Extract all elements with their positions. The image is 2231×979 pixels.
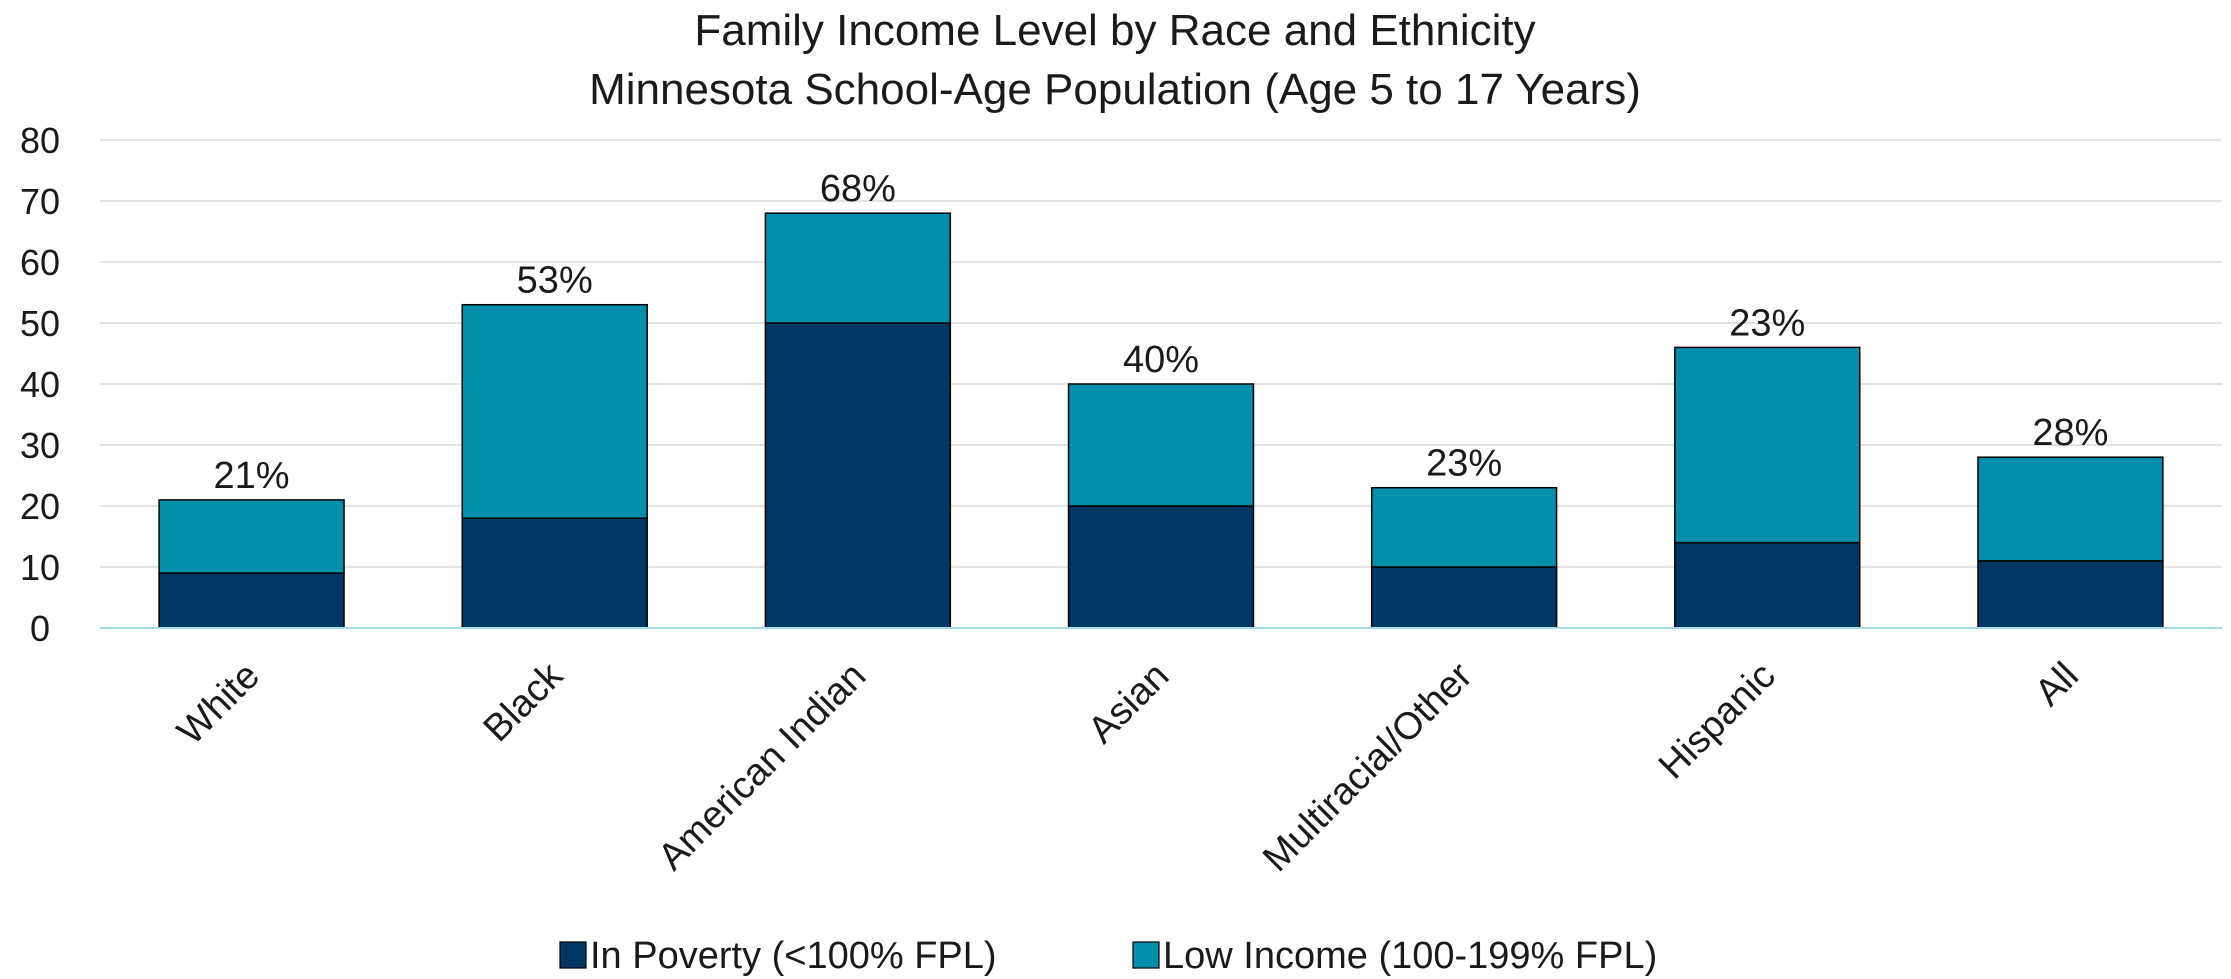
legend-swatch (559, 941, 587, 969)
y-tick-label: 30 (20, 425, 60, 466)
y-tick-label: 0 (30, 608, 50, 649)
y-tick-label: 10 (20, 547, 60, 588)
y-tick-label: 20 (20, 486, 60, 527)
data-label: 21% (214, 455, 290, 497)
legend-swatch (1132, 941, 1160, 969)
bar-segment-low-income (1674, 346, 1861, 544)
bars (158, 212, 2164, 629)
category-label: Black (476, 654, 572, 750)
data-label: 40% (1123, 339, 1199, 381)
data-label: 23% (1729, 302, 1805, 344)
bar-segment-poverty (764, 322, 952, 629)
bar-segment-poverty (1674, 541, 1861, 629)
category-label: Multiracial/Other (1255, 654, 1481, 880)
category-label: Asian (1080, 655, 1177, 752)
y-tick-label: 60 (20, 242, 60, 283)
bar-segment-poverty (461, 517, 648, 629)
y-tick-label: 50 (20, 303, 60, 344)
category-label: White (170, 655, 268, 753)
bar-segment-low-income (461, 303, 648, 519)
bar-segment-low-income (158, 499, 345, 574)
bar-segment-low-income (1977, 456, 2164, 562)
bar-segment-poverty (1370, 566, 1558, 629)
data-labels: 21% 53% 68% 40% 23% 23% 28% (214, 168, 2109, 497)
legend: In Poverty (<100% FPL) Low Income (100-19… (559, 935, 1657, 977)
data-label: 53% (517, 260, 593, 302)
category-labels: White Black American Indian Asian Multiracia… (170, 654, 2087, 880)
bar-segment-low-income (1370, 486, 1558, 568)
bar-segment-poverty (1067, 505, 1255, 629)
bar-segment-low-income (1067, 383, 1255, 507)
bar-segment-poverty (158, 572, 345, 629)
chart-subtitle: Minnesota School-Age Population (Age 5 t… (589, 65, 1641, 114)
legend-label: Low Income (100-199% FPL) (1163, 935, 1657, 977)
data-label: 68% (820, 168, 896, 210)
chart-title: Family Income Level by Race and Ethnicit… (694, 6, 1535, 55)
category-label: American Indian (650, 655, 874, 879)
data-label: 28% (2032, 412, 2108, 454)
legend-label: In Poverty (<100% FPL) (590, 935, 997, 977)
data-label: 23% (1426, 443, 1502, 485)
y-axis-ticks: 0 10 20 30 40 50 60 70 80 (20, 120, 60, 649)
category-label: Hispanic (1651, 655, 1784, 788)
y-tick-label: 80 (20, 120, 60, 161)
bar-segment-poverty (1977, 560, 2164, 629)
bar-segment-low-income (764, 212, 952, 324)
y-tick-label: 40 (20, 364, 60, 405)
category-label: All (2027, 655, 2087, 715)
y-tick-label: 70 (20, 181, 60, 222)
